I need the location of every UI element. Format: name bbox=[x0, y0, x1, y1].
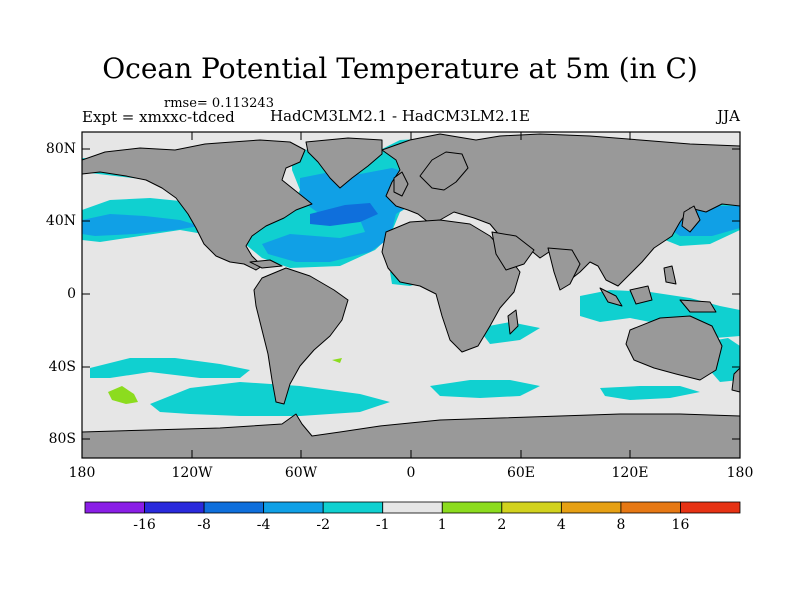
land-madagascar bbox=[507, 309, 519, 335]
anomaly-positive-south-atlantic bbox=[332, 358, 342, 363]
map-ticks bbox=[82, 132, 740, 458]
lat-label-0: 0 bbox=[67, 286, 76, 302]
colorbar-label: -1 bbox=[375, 517, 390, 533]
colorbar-swatch bbox=[382, 501, 443, 514]
land-south-america bbox=[253, 267, 349, 405]
lon-label-60w: 60W bbox=[284, 465, 318, 481]
colorbar-label: -16 bbox=[133, 517, 156, 533]
colorbar-label: 2 bbox=[497, 517, 507, 533]
lon-label-60e: 60E bbox=[506, 465, 536, 481]
colorbar-swatch bbox=[441, 501, 503, 514]
land-new-guinea bbox=[679, 299, 717, 313]
anomaly-core-ne-pacific bbox=[82, 214, 200, 236]
experiment-label: Expt = xmxxc-tdced bbox=[82, 108, 235, 126]
land-africa bbox=[381, 219, 521, 353]
land-philippines bbox=[663, 265, 677, 285]
colorbar-label: -2 bbox=[316, 517, 330, 533]
anomaly-positive-south-pacific bbox=[108, 386, 138, 404]
colorbar-swatch bbox=[501, 501, 562, 514]
colorbar-label: 4 bbox=[556, 517, 566, 533]
land-greenland bbox=[305, 137, 383, 189]
anomaly-band-south-pacific bbox=[90, 358, 250, 378]
land-arabia bbox=[491, 231, 535, 271]
land-japan bbox=[681, 205, 701, 233]
colorbar-swatch bbox=[680, 501, 741, 514]
colorbar-label: 16 bbox=[671, 517, 690, 533]
land-british-isles bbox=[393, 171, 409, 197]
lon-label-120e: 120E bbox=[611, 465, 649, 481]
land-india bbox=[547, 247, 581, 291]
lat-label-80s: 80S bbox=[48, 431, 76, 447]
colorbar-label: -4 bbox=[256, 517, 271, 533]
lat-label-40s: 40S bbox=[48, 359, 76, 375]
season-label: JJA bbox=[717, 107, 740, 125]
colorbar-label: 8 bbox=[616, 517, 626, 533]
anomaly-band-south-indian bbox=[478, 322, 540, 344]
land-scandinavia bbox=[419, 151, 469, 191]
colorbar-swatch bbox=[144, 501, 205, 514]
colorbar-swatch bbox=[84, 501, 145, 514]
lon-label-180w: 180 bbox=[68, 465, 96, 481]
land-borneo bbox=[629, 285, 653, 305]
anomaly-band-southern-ocean bbox=[150, 382, 390, 416]
lon-label-0: 0 bbox=[406, 465, 416, 481]
rmse-label: rmse= 0.113243 bbox=[164, 96, 274, 111]
anomaly-core-nw-pacific bbox=[660, 206, 740, 236]
land-eurasia bbox=[381, 133, 740, 287]
land-antarctica bbox=[82, 413, 740, 458]
map-layer bbox=[82, 132, 740, 458]
lat-label-80n: 80N bbox=[45, 141, 76, 157]
colorbar-label: 1 bbox=[437, 517, 447, 533]
anomaly-band-southern-indian bbox=[430, 380, 540, 398]
colorbar-swatch bbox=[263, 501, 324, 514]
lat-label-40n: 40N bbox=[45, 213, 76, 229]
lon-label-180e: 180 bbox=[726, 465, 754, 481]
land-masses bbox=[82, 133, 740, 458]
colorbar-swatch bbox=[560, 501, 622, 514]
colorbar-swatch bbox=[620, 501, 681, 514]
colorbar-label: -8 bbox=[197, 517, 211, 533]
land-north-america bbox=[82, 139, 313, 271]
colorbar-swatch bbox=[203, 501, 265, 514]
model-difference-label: HadCM3LM2.1 - HadCM3LM2.1E bbox=[270, 107, 530, 125]
colorbar bbox=[84, 501, 741, 514]
land-new-zealand bbox=[731, 367, 740, 393]
anomaly-strong-north-atlantic bbox=[310, 203, 378, 226]
colorbar-swatch bbox=[322, 501, 384, 514]
plot-title: Ocean Potential Temperature at 5m (in C) bbox=[102, 52, 698, 85]
land-australia bbox=[625, 315, 723, 381]
lon-label-120w: 120W bbox=[171, 465, 213, 481]
anomaly-band-south-of-australia bbox=[600, 386, 700, 400]
land-cuba bbox=[249, 259, 283, 269]
land-sumatra bbox=[599, 287, 623, 307]
